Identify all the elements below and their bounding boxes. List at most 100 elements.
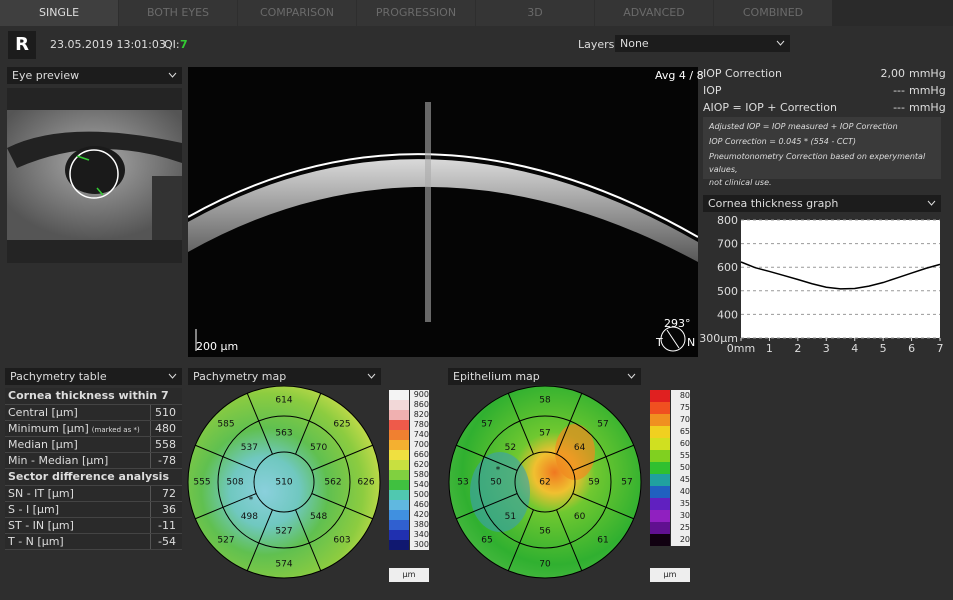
layers-value: None [620,37,649,50]
sector-line [572,493,634,520]
inner-value: 51 [505,512,516,522]
layers-dropdown[interactable]: None [615,35,790,52]
temporal-label: T [656,336,663,349]
tab[interactable]: COMBINED [714,0,832,26]
row-label: ST - IN [µm] [8,519,74,532]
scale-row: 65 [650,426,690,438]
scale-label: 860 [410,400,429,410]
iop-note: Pneumotonometry Correction based on expe… [709,152,926,174]
outer-value: 603 [333,535,350,545]
row-value: -54 [150,534,182,549]
scale-swatch [389,470,409,480]
tab[interactable]: ADVANCED [595,0,713,26]
outer-value: 574 [275,560,292,570]
nasal-label: N [687,336,696,349]
scale-label: 700 [410,440,429,450]
scale-label: 70 [671,414,690,426]
tab[interactable]: PROGRESSION [357,0,475,26]
table-row: ST - IN [µm] -11 [5,518,182,534]
sector-line [295,509,322,571]
table-title: Pachymetry table [10,370,107,383]
ring [478,415,612,549]
scale-row: 300 [389,540,429,550]
scale-label: 420 [410,510,429,520]
iop-value: --- [893,101,905,114]
epithelium-dropdown[interactable]: Epithelium map [448,368,641,385]
table-dropdown[interactable]: Pachymetry table [5,368,182,385]
scale-label: 620 [410,460,429,470]
sector-line [572,444,634,471]
row-value: 510 [150,405,182,420]
scale-label: 580 [410,470,429,480]
tab[interactable]: COMPARISON [238,0,356,26]
iop-value: 2,00 [880,67,906,80]
scale-row: 55 [650,450,690,462]
row-value: 558 [150,437,182,452]
tab-filler [832,0,953,26]
scale-swatch [650,402,670,414]
scale-swatch [389,450,409,460]
row-label: T - N [µm] [8,535,64,548]
row-value: 72 [150,486,182,501]
tab[interactable]: 3D [476,0,594,26]
inner-value: 57 [539,429,550,439]
iop-note: not clinical use. [709,178,772,187]
scale-swatch [389,540,409,550]
eye-preview-dropdown[interactable]: Eye preview [7,67,182,84]
tab[interactable]: BOTH EYES [119,0,237,26]
epithelium-scale: 80 75 70 65 60 55 50 45 40 35 30 25 20 [650,390,690,546]
outer-value: 555 [193,478,210,488]
eye-preview-title: Eye preview [12,69,80,82]
scale-label: 35 [671,498,690,510]
scale-label: 540 [410,480,429,490]
scale-row: 820 [389,410,429,420]
scale-row: 25 [650,522,690,534]
row-value: 480 [150,421,182,436]
row-label: Median [µm] [8,438,78,451]
scale-label: 65 [671,426,690,438]
iop-unit: mmHg [909,67,946,80]
scale-label: 60 [671,438,690,450]
pachymetry-table: Cornea thickness within 7 mmCentral [µm]… [5,388,182,550]
scale-swatch [650,438,670,450]
scale-swatch [389,430,409,440]
scale-swatch [650,462,670,474]
scale-row: 30 [650,510,690,522]
inner-value: 60 [574,512,586,522]
outer-value: 527 [217,535,234,545]
tab[interactable]: SINGLE [0,0,118,26]
inner-value: 50 [490,478,502,488]
scale-label: 55 [671,450,690,462]
row-value: 36 [150,502,182,517]
scale-label: 340 [410,530,429,540]
scale-row: 460 [389,500,429,510]
sector-line [195,444,257,471]
scale-swatch [389,460,409,470]
scale-label: 460 [410,500,429,510]
y-tick-label: 500 [717,285,738,298]
sector-line [507,509,534,571]
scale-row: 500 [389,490,429,500]
scale-row: 45 [650,474,690,486]
outer-value: 626 [357,478,374,488]
scale-row: 50 [650,462,690,474]
minimum-marker: * [496,466,501,476]
row-note: (marked as *) [91,426,140,434]
exam-datetime: 23.05.2019 13:01:03 [50,38,166,51]
y-tick-label: 600 [717,261,738,274]
row-label: Minimum [µm] [8,422,89,435]
ring [448,385,642,579]
pachymetry-dropdown[interactable]: Pachymetry map [188,368,381,385]
iop-unit: mmHg [909,84,946,97]
graph-dropdown[interactable]: Cornea thickness graph [703,195,941,212]
chevron [776,40,785,46]
scale-row: 780 [389,420,429,430]
table-row: S - I [µm] 36 [5,502,182,518]
iop-note: IOP Correction = 0.045 * (554 - CCT) [709,137,857,146]
scale-row: 70 [650,414,690,426]
x-tick-label: 0mm [727,342,755,355]
plot-area [741,220,940,338]
minimum-marker: * [249,496,254,506]
table-heading: Sector difference analysis [5,469,182,486]
inner-value: 59 [588,478,600,488]
